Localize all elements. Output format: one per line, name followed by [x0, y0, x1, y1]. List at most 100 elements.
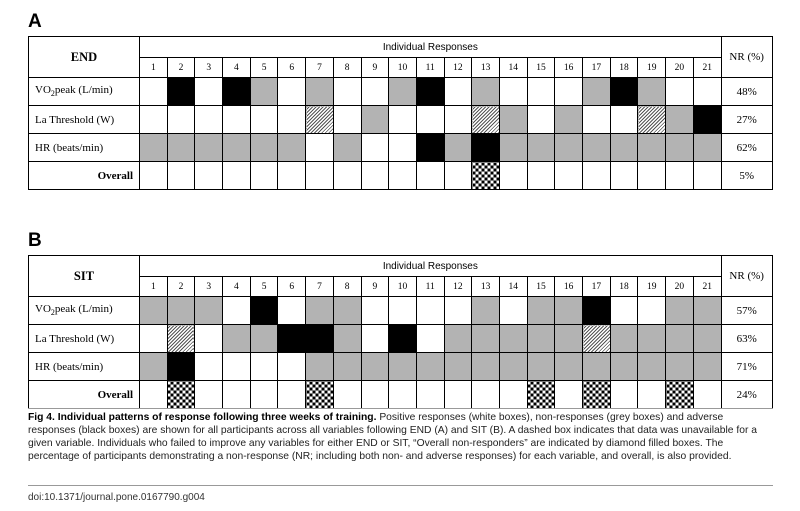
variable-label-text: La Threshold (W) — [35, 332, 115, 345]
variable-label-suffix: peak (L/min) — [54, 303, 113, 316]
sit-response-table: SIT Individual Responses NR (%) 1 2 3 4 5 6 7 8 9 10… — [28, 255, 773, 409]
positive-response-cell — [443, 77, 473, 106]
positive-response-cell — [277, 161, 307, 190]
positive-response-cell — [360, 380, 390, 409]
positive-response-cell — [194, 352, 224, 381]
overall-non-responder-cell — [526, 380, 556, 409]
participant-number: 12 — [443, 276, 473, 297]
positive-response-cell — [360, 133, 390, 162]
non-response-cell — [139, 133, 168, 162]
positive-response-cell — [194, 105, 224, 134]
caption-top-rule — [28, 408, 773, 409]
nr-percent: 62% — [720, 133, 773, 162]
unavailable-data-cell — [471, 105, 500, 134]
non-response-cell — [582, 352, 611, 381]
positive-response-cell — [222, 161, 251, 190]
variable-row: HR (beats/min) 71% — [28, 352, 773, 381]
non-response-cell — [665, 296, 694, 325]
positive-response-cell — [249, 161, 279, 190]
non-response-cell — [554, 105, 583, 134]
participant-number: 20 — [665, 276, 694, 297]
positive-response-cell — [332, 161, 362, 190]
variable-label: La Threshold (W) — [28, 105, 140, 134]
participant-number: 1 — [139, 276, 168, 297]
non-response-cell — [249, 133, 279, 162]
variable-label-text: La Threshold (W) — [35, 113, 115, 126]
participant-number: 5 — [249, 57, 279, 78]
positive-response-cell — [277, 380, 307, 409]
unavailable-data-cell — [637, 105, 667, 134]
positive-response-cell — [415, 105, 445, 134]
non-response-cell — [443, 133, 473, 162]
non-response-cell — [554, 296, 583, 325]
positive-response-cell — [388, 296, 417, 325]
positive-response-cell — [526, 77, 556, 106]
positive-response-cell — [471, 380, 500, 409]
non-response-cell — [582, 133, 611, 162]
positive-response-cell — [415, 324, 445, 353]
non-response-cell — [526, 352, 556, 381]
positive-response-cell — [139, 77, 168, 106]
adverse-response-cell — [305, 324, 334, 353]
non-response-cell — [305, 352, 334, 381]
caption-title: Fig 4. Individual patterns of response f… — [28, 412, 377, 423]
participant-number: 15 — [526, 57, 556, 78]
positive-response-cell — [498, 77, 528, 106]
positive-response-cell — [139, 324, 168, 353]
adverse-response-cell — [222, 77, 251, 106]
variable-row: La Threshold (W) 27% — [28, 105, 773, 134]
adverse-response-cell — [249, 296, 279, 325]
variable-label: VO2peak (L/min) — [28, 77, 140, 106]
participant-number: 18 — [609, 57, 639, 78]
positive-response-cell — [388, 380, 417, 409]
participant-number: 10 — [388, 57, 417, 78]
positive-response-cell — [194, 324, 224, 353]
overall-non-responder-cell — [665, 380, 694, 409]
positive-response-cell — [554, 77, 583, 106]
non-response-cell — [360, 105, 390, 134]
participant-number: 18 — [609, 276, 639, 297]
participant-number: 13 — [471, 57, 500, 78]
non-response-cell — [166, 296, 196, 325]
positive-response-cell — [388, 161, 417, 190]
positive-response-cell — [415, 161, 445, 190]
participant-number: 19 — [637, 276, 667, 297]
positive-response-cell — [139, 161, 168, 190]
positive-response-cell — [554, 161, 583, 190]
non-response-cell — [443, 352, 473, 381]
positive-response-cell — [609, 105, 639, 134]
condition-name: END — [28, 36, 140, 78]
non-response-cell — [526, 296, 556, 325]
positive-response-cell — [277, 77, 307, 106]
overall-non-responder-cell — [582, 380, 611, 409]
positive-response-cell — [249, 380, 279, 409]
participant-number: 1 — [139, 57, 168, 78]
non-response-cell — [388, 352, 417, 381]
figure-caption: Fig 4. Individual patterns of response f… — [28, 411, 773, 463]
positive-response-cell — [609, 380, 639, 409]
panel-a-letter: A — [28, 11, 42, 32]
adverse-response-cell — [388, 324, 417, 353]
nr-percent: 48% — [720, 77, 773, 106]
nr-percent: 57% — [720, 296, 773, 325]
variable-label: HR (beats/min) — [28, 352, 140, 381]
positive-response-cell — [222, 380, 251, 409]
variable-row: Overall 24% — [28, 380, 773, 409]
doi-text: doi:10.1371/journal.pone.0167790.g004 — [28, 492, 205, 503]
non-response-cell — [360, 352, 390, 381]
participant-number: 5 — [249, 276, 279, 297]
participant-number: 4 — [222, 276, 251, 297]
positive-response-cell — [609, 296, 639, 325]
variable-label-text: Overall — [97, 388, 133, 401]
non-response-cell — [637, 133, 667, 162]
non-response-cell — [222, 324, 251, 353]
variable-row: HR (beats/min) 62% — [28, 133, 773, 162]
positive-response-cell — [498, 296, 528, 325]
variable-label-subscript: 2 — [50, 308, 55, 318]
unavailable-data-cell — [582, 324, 611, 353]
positive-response-cell — [277, 352, 307, 381]
variable-label: Overall — [28, 161, 140, 190]
positive-response-cell — [332, 77, 362, 106]
non-response-cell — [471, 352, 500, 381]
overall-non-responder-cell — [305, 380, 334, 409]
